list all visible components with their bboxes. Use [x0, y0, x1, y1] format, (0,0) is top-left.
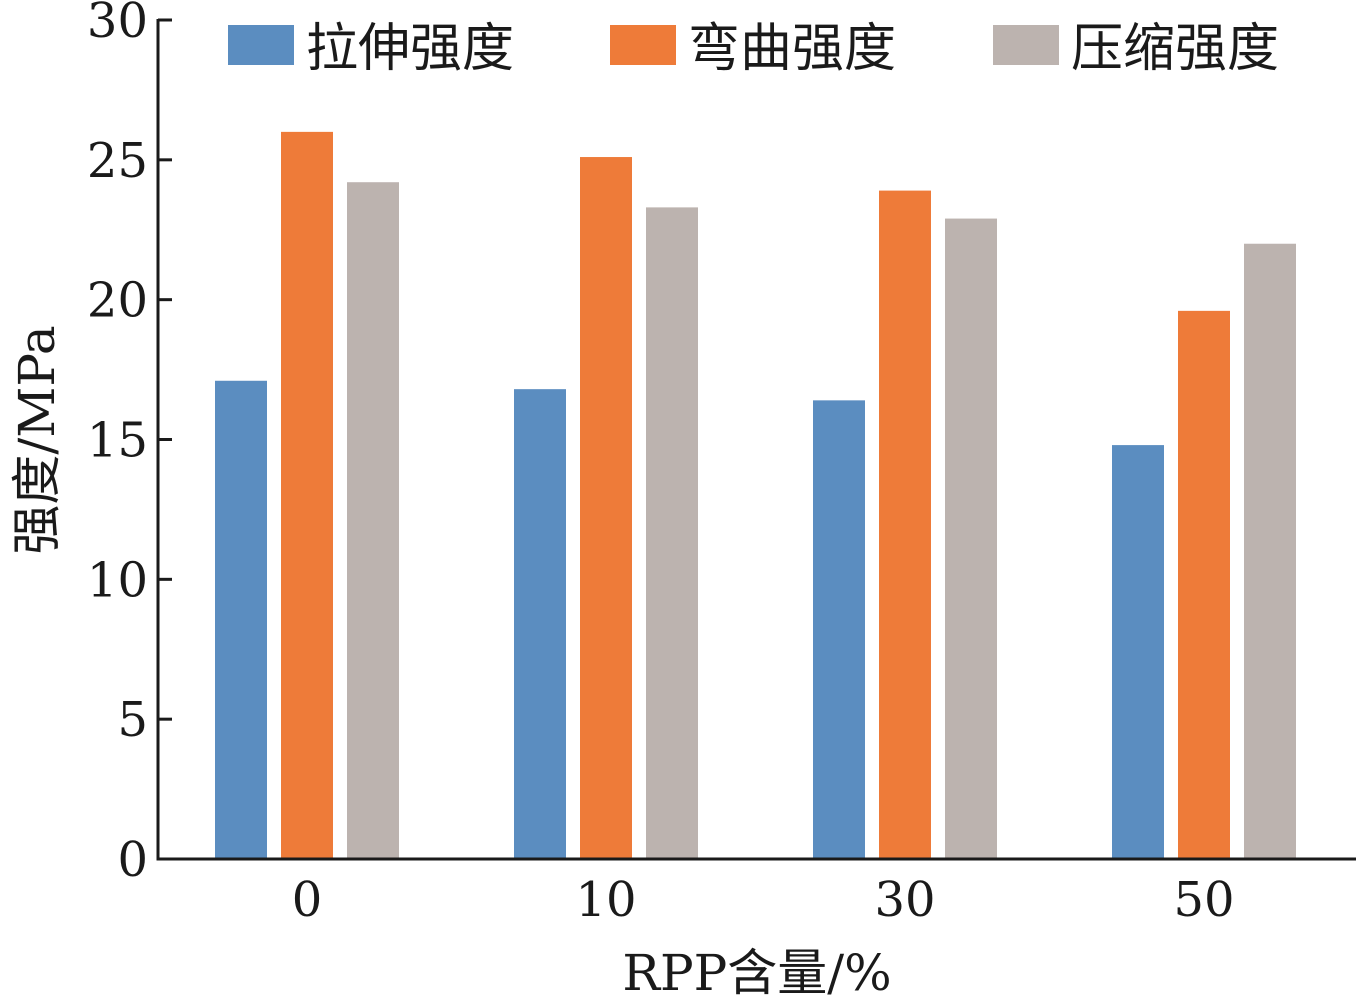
bar-压缩强度-10: [646, 207, 698, 859]
y-tick-label: 15: [87, 413, 148, 469]
bar-拉伸强度-30: [813, 400, 865, 859]
y-axis-title: 强度/MPa: [8, 325, 66, 554]
y-tick-label: 30: [87, 0, 148, 49]
bar-拉伸强度-10: [514, 389, 566, 859]
bar-压缩强度-0: [347, 182, 399, 859]
x-tick-label: 10: [575, 872, 636, 928]
y-tick-label: 0: [117, 832, 148, 888]
bar-弯曲强度-50: [1178, 311, 1230, 859]
y-tick-label: 10: [87, 552, 148, 608]
bar-弯曲强度-30: [879, 191, 931, 859]
bar-弯曲强度-0: [281, 132, 333, 859]
x-tick-label: 0: [292, 872, 323, 928]
legend-label: 压缩强度: [1071, 19, 1279, 79]
axes-layer: [157, 19, 1356, 861]
bar-压缩强度-30: [945, 219, 997, 859]
y-tick-label: 5: [117, 692, 148, 748]
legend-swatch: [610, 25, 676, 65]
legend-swatch: [993, 25, 1059, 65]
legend: 拉伸强度 弯曲强度 压缩强度: [228, 19, 1279, 79]
bars-layer: [215, 132, 1296, 859]
legend-label: 弯曲强度: [688, 19, 896, 79]
x-tick-label: 50: [1173, 872, 1234, 928]
bar-压缩强度-50: [1244, 244, 1296, 859]
y-tick-label: 25: [87, 133, 148, 189]
bar-拉伸强度-50: [1112, 445, 1164, 859]
x-tick-label: 30: [874, 872, 935, 928]
x-axis-title: RPP含量/%: [622, 944, 891, 1000]
bar-弯曲强度-10: [580, 157, 632, 859]
legend-swatch: [228, 25, 294, 65]
legend-label: 拉伸强度: [306, 19, 514, 79]
y-tick-label: 20: [87, 273, 148, 329]
x-ticks: 0 10 30 50: [292, 872, 1235, 928]
bar-拉伸强度-0: [215, 381, 267, 859]
